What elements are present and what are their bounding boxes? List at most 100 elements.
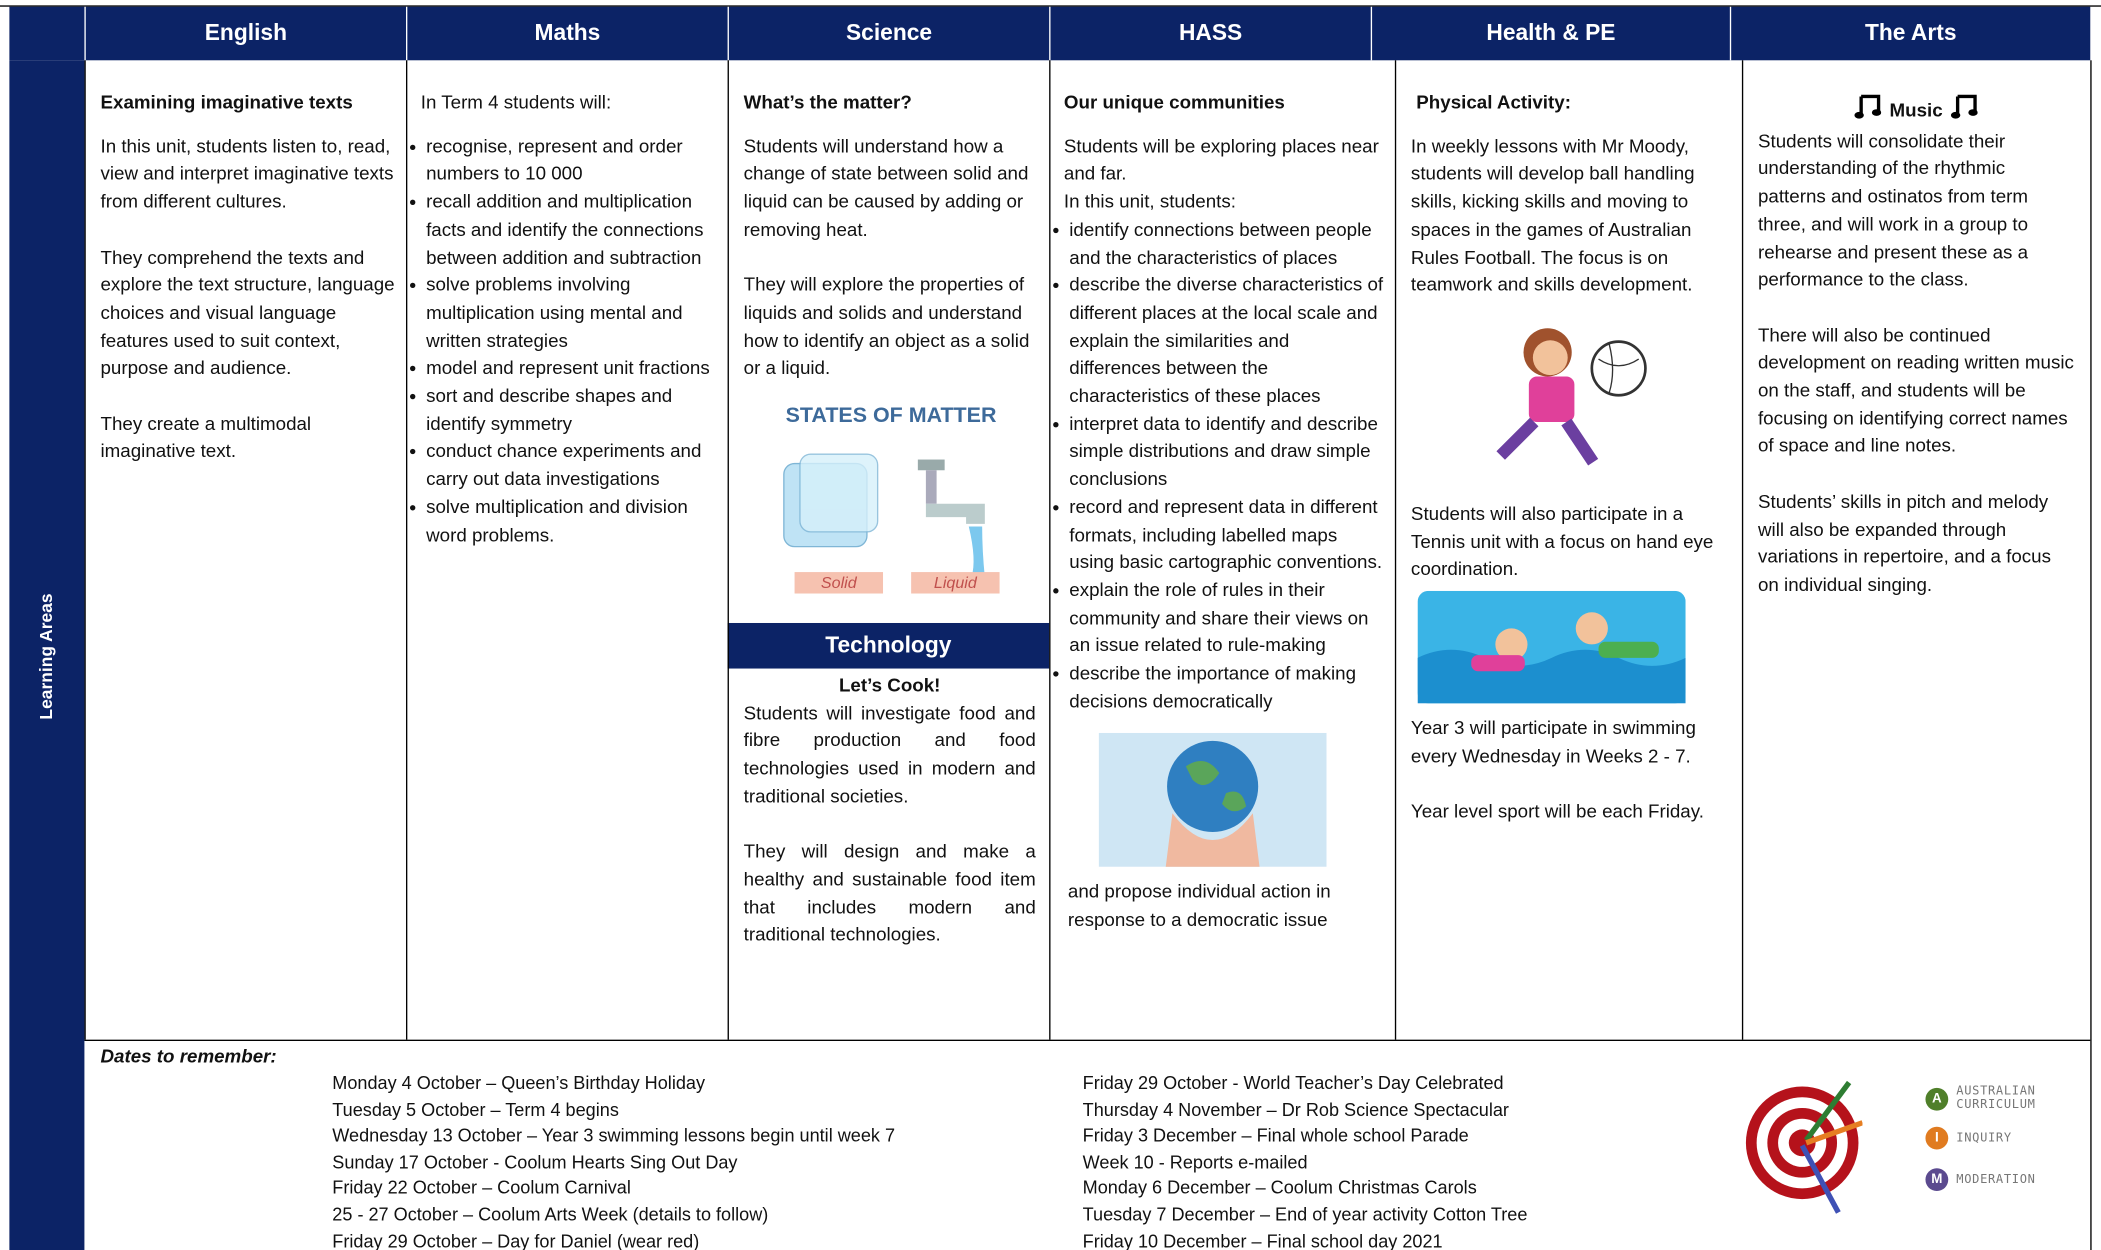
hass-column: Our unique communities Students will be e… bbox=[1052, 88, 1384, 933]
bullet-item: conduct chance experiments and carry out… bbox=[409, 437, 720, 492]
column-header: Science bbox=[727, 6, 1050, 61]
swimmers-image-art bbox=[1417, 590, 1686, 704]
column-header: Maths bbox=[405, 6, 728, 61]
health-column: Physical Activity: In weekly lessons with… bbox=[1411, 88, 1730, 825]
intro: Students will be exploring places near a… bbox=[1063, 134, 1379, 185]
column-rule bbox=[1394, 60, 1397, 1040]
column-rule bbox=[1741, 60, 1744, 1040]
paragraph: Students’ skills in pitch and melody wil… bbox=[1757, 490, 2051, 595]
column-header: The Arts bbox=[1729, 6, 2090, 61]
music-note-icon bbox=[1950, 93, 1978, 120]
logo-label: AUSTRALIAN CURRICULUM bbox=[1956, 1085, 2036, 1113]
image-label: Liquid bbox=[933, 573, 977, 593]
column-header: Health & PE bbox=[1370, 6, 1730, 61]
date-item: Friday 29 October – Day for Daniel (wear… bbox=[332, 1230, 700, 1250]
closing: and propose individual action in respons… bbox=[1067, 880, 1331, 931]
column-rule bbox=[405, 60, 408, 1040]
paragraph: They will design and make a healthy and … bbox=[743, 840, 1036, 945]
technology-column: Let’s Cook! Students will investigate foo… bbox=[744, 671, 1036, 948]
paragraph: Students will also participate in a Tenn… bbox=[1410, 502, 1714, 580]
states-of-matter-image-art bbox=[783, 453, 1000, 594]
earth-image bbox=[1098, 733, 1327, 868]
bullet-item: explain the role of rules in their commu… bbox=[1052, 576, 1384, 659]
technology-heading: Technology bbox=[727, 622, 1050, 669]
logo-row: M MODERATION bbox=[1925, 1168, 2086, 1192]
paragraph: Year level sport will be each Friday. bbox=[1410, 800, 1704, 822]
side-band bbox=[9, 60, 85, 1250]
bullet-item: identify connections between people and … bbox=[1052, 215, 1384, 270]
logo-badge: I bbox=[1925, 1126, 1949, 1150]
target-icon bbox=[1745, 1080, 1863, 1214]
section-title: Music bbox=[1889, 99, 1943, 121]
column-header: English bbox=[84, 6, 406, 61]
music-note-icon bbox=[1854, 93, 1882, 120]
image-label: Solid bbox=[820, 573, 857, 593]
column-header: HASS bbox=[1049, 6, 1371, 61]
paragraph: There will also be continued development… bbox=[1757, 323, 2074, 457]
swimmers-image bbox=[1417, 590, 1686, 704]
section-title: Examining imaginative texts bbox=[100, 91, 353, 113]
side-label: Learning Areas bbox=[35, 593, 56, 720]
bullet-item: describe the diverse characteristics of … bbox=[1052, 271, 1384, 410]
date-item: 25 - 27 October – Coolum Arts Week (deta… bbox=[332, 1204, 769, 1225]
paragraph: In weekly lessons with Mr Moody, student… bbox=[1410, 134, 1695, 296]
music-title-row: Music bbox=[1758, 88, 2074, 124]
states-of-matter-image: STATES OF MATTER Solid Liquid bbox=[744, 403, 1039, 604]
intro: In Term 4 students will: bbox=[420, 91, 612, 113]
paragraph: Students will consolidate their understa… bbox=[1757, 129, 2029, 290]
section-title: What’s the matter? bbox=[743, 91, 912, 113]
section-title: Our unique communities bbox=[1063, 91, 1285, 113]
image-title: STATES OF MATTER bbox=[785, 404, 997, 428]
bullet-item: interpret data to identify and describe … bbox=[1052, 410, 1384, 493]
right-rule bbox=[2090, 60, 2092, 1250]
date-item: Monday 6 December – Coolum Christmas Car… bbox=[1082, 1178, 1477, 1199]
date-item: Friday 3 December – Final whole school P… bbox=[1082, 1125, 1469, 1146]
paragraph: Students will investigate food and fibre… bbox=[743, 701, 1036, 807]
paragraph: They create a multimodal imaginative tex… bbox=[100, 412, 312, 462]
date-item: Week 10 - Reports e-mailed bbox=[1082, 1151, 1308, 1172]
earth-image-art bbox=[1098, 733, 1327, 868]
logo-badge: M bbox=[1925, 1168, 1949, 1192]
row-rule bbox=[84, 1039, 2091, 1041]
column-rule bbox=[1049, 60, 1051, 1040]
intro: In this unit, students: bbox=[1063, 190, 1236, 212]
date-item: Friday 10 December – Final school day 20… bbox=[1082, 1230, 1443, 1250]
logo-row: I INQUIRY bbox=[1925, 1126, 2086, 1150]
dates-left: Monday 4 October – Queen’s Birthday Holi… bbox=[332, 1070, 895, 1250]
date-item: Tuesday 5 October – Term 4 begins bbox=[332, 1099, 619, 1120]
date-item: Friday 29 October - World Teacher’s Day … bbox=[1082, 1073, 1504, 1094]
english-column: Examining imaginative texts In this unit,… bbox=[100, 88, 400, 465]
section-title: Physical Activity: bbox=[1416, 91, 1571, 113]
arts-column: Music Students will consolidate their und… bbox=[1758, 88, 2074, 598]
bullet-item: record and represent data in different f… bbox=[1052, 493, 1384, 576]
date-item: Wednesday 13 October – Year 3 swimming l… bbox=[332, 1125, 896, 1146]
paragraph: They will explore the properties of liqu… bbox=[743, 273, 1030, 379]
date-item: Sunday 17 October - Coolum Hearts Sing O… bbox=[332, 1151, 738, 1172]
bullet-item: model and represent unit fractions bbox=[409, 354, 720, 382]
bullet-item: solve multiplication and division word p… bbox=[409, 493, 720, 548]
maths-column: In Term 4 students will: recognise, repre… bbox=[409, 88, 720, 548]
music-note-icon-art bbox=[1854, 95, 1882, 120]
paragraph: Year 3 will participate in swimming ever… bbox=[1410, 716, 1696, 766]
dates-title: Dates to remember: bbox=[100, 1045, 277, 1067]
bullet-item: recall addition and multiplication facts… bbox=[409, 188, 720, 271]
paragraph: They comprehend the texts and explore th… bbox=[100, 245, 395, 379]
column-rule bbox=[727, 60, 729, 1040]
logo-label: INQUIRY bbox=[1956, 1131, 2012, 1145]
ball-player-image-art bbox=[1496, 328, 1647, 466]
logo-row: A AUSTRALIAN CURRICULUM bbox=[1925, 1085, 2086, 1112]
music-note-icon-art bbox=[1950, 95, 1978, 120]
top-rule bbox=[0, 5, 2101, 7]
bullet-item: recognise, represent and order numbers t… bbox=[409, 132, 720, 187]
logo-label: MODERATION bbox=[1956, 1172, 2036, 1187]
ball-player-image bbox=[1451, 312, 1652, 483]
logo-badge: A bbox=[1925, 1087, 1949, 1110]
dates-right: Friday 29 October - World Teacher’s Day … bbox=[1083, 1070, 1528, 1250]
paragraph: Students will understand how a change of… bbox=[743, 134, 1029, 240]
date-item: Friday 22 October – Coolum Carnival bbox=[332, 1178, 631, 1199]
date-item: Monday 4 October – Queen’s Birthday Holi… bbox=[332, 1073, 706, 1094]
science-column: What’s the matter? Students will understa… bbox=[744, 88, 1039, 604]
column-rule bbox=[84, 60, 86, 1040]
